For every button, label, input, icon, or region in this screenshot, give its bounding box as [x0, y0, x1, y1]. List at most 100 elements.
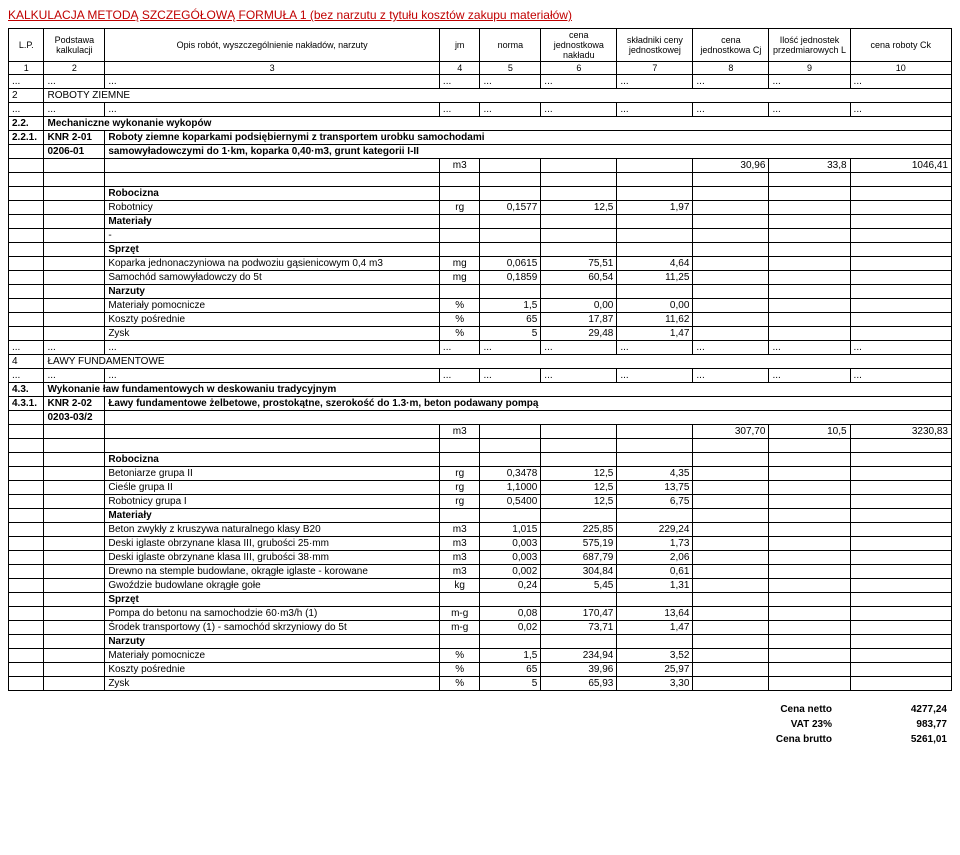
jm: rg	[439, 495, 480, 509]
cell: ...	[850, 369, 951, 383]
norma: 0,3478	[480, 467, 541, 481]
cell: ...	[480, 103, 541, 117]
sec-num: 2	[9, 89, 44, 103]
cell: ...	[693, 103, 769, 117]
row-n1b: Koszty pośrednie % 65 17,87 11,62	[9, 313, 952, 327]
norma: 0,24	[480, 579, 541, 593]
row-s1a: Koparka jednonaczyniowa na podwoziu gąsi…	[9, 257, 952, 271]
cell: ...	[617, 103, 693, 117]
cena: 29,48	[541, 327, 617, 341]
cell: ...	[850, 341, 951, 355]
cell: ...	[9, 103, 44, 117]
cell: ...	[439, 341, 480, 355]
cell: ...	[693, 369, 769, 383]
cell: ...	[9, 341, 44, 355]
desc: Zysk	[105, 677, 440, 691]
skl: 4,35	[617, 467, 693, 481]
label-sprzet: Sprzęt	[9, 243, 952, 257]
lab: Sprzęt	[105, 243, 440, 257]
cena: 12,5	[541, 201, 617, 215]
cell: ...	[105, 75, 440, 89]
cell: ...	[44, 369, 105, 383]
desc: Roboty ziemne koparkami podsiębiernymi z…	[105, 131, 952, 145]
cell: ...	[541, 341, 617, 355]
desc: Robotnicy grupa I	[105, 495, 440, 509]
sec-desc: Wykonanie ław fundamentowych w deskowani…	[44, 383, 952, 397]
skl: 3,52	[617, 649, 693, 663]
dash: -	[105, 229, 440, 243]
row-2-2-1-a: 2.2.1. KNR 2-01 Roboty ziemne koparkami …	[9, 131, 952, 145]
lab: Materiały	[105, 215, 440, 229]
col-jm: jm	[439, 29, 480, 62]
norma: 0,08	[480, 607, 541, 621]
skl: 2,06	[617, 551, 693, 565]
jm: rg	[439, 481, 480, 495]
cn-8: 8	[693, 62, 769, 75]
cena: 12,5	[541, 481, 617, 495]
cena: 12,5	[541, 467, 617, 481]
cell: ...	[693, 341, 769, 355]
desc: Beton zwykły z kruszywa naturalnego klas…	[105, 523, 440, 537]
netto-value: 4277,24	[864, 703, 950, 716]
row-dash: -	[9, 229, 952, 243]
lab: Robocizna	[105, 453, 440, 467]
sec-desc: Mechaniczne wykonanie wykopów	[44, 117, 952, 131]
dots-row: ...... ...... ...... ...... ......	[9, 75, 952, 89]
row-2-2-1-b: 0206-01 samowyładowczymi do 1·km, kopark…	[9, 145, 952, 159]
cena: 39,96	[541, 663, 617, 677]
norma: 0,002	[480, 565, 541, 579]
cena: 170,47	[541, 607, 617, 621]
skl: 0,61	[617, 565, 693, 579]
cell: ...	[105, 103, 440, 117]
skl: 4,64	[617, 257, 693, 271]
cell: ...	[105, 341, 440, 355]
jm: %	[439, 677, 480, 691]
col-basis: Podstawa kalkulacji	[44, 29, 105, 62]
col-desc: Opis robót, wyszczególnienie nakładów, n…	[105, 29, 440, 62]
norma: 0,1577	[480, 201, 541, 215]
basis: KNR 2-01	[44, 131, 105, 145]
desc: Koparka jednonaczyniowa na podwoziu gąsi…	[105, 257, 440, 271]
cell: ...	[44, 341, 105, 355]
row-n2a: Materiały pomocnicze % 1,5 234,94 3,52	[9, 649, 952, 663]
page-title: KALKULACJA METODĄ SZCZEGÓŁOWĄ FORMUŁA 1 …	[8, 8, 952, 22]
row-r2b: Cieśle grupa II rg 1,1000 12,5 13,75	[9, 481, 952, 495]
desc: Koszty pośrednie	[105, 313, 440, 327]
cell: ...	[693, 75, 769, 89]
cell: ...	[617, 341, 693, 355]
row-brutto: Cena brutto 5261,01	[10, 733, 950, 746]
row-s1b: Samochód samowyładowczy do 5t mg 0,1859 …	[9, 271, 952, 285]
lab: Narzuty	[105, 285, 440, 299]
col-components: składniki ceny jednostkowej	[617, 29, 693, 62]
jm: %	[439, 299, 480, 313]
row-4-3-1-b: 0203-03/2	[9, 411, 952, 425]
lab: Narzuty	[105, 635, 440, 649]
lab: Sprzęt	[105, 593, 440, 607]
cena: 304,84	[541, 565, 617, 579]
jm: m-g	[439, 607, 480, 621]
label-narzuty2: Narzuty	[9, 635, 952, 649]
basis: 0203-03/2	[44, 411, 105, 425]
norma: 1,5	[480, 299, 541, 313]
desc: Deski iglaste obrzynane klasa III, grubo…	[105, 537, 440, 551]
cell: ...	[541, 103, 617, 117]
desc: samowyładowczymi do 1·km, koparka 0,40·m…	[105, 145, 952, 159]
row-netto: Cena netto 4277,24	[10, 703, 950, 716]
desc: Cieśle grupa II	[105, 481, 440, 495]
sec-num: 4.3.	[9, 383, 44, 397]
section-2-2: 2.2. Mechaniczne wykonanie wykopów	[9, 117, 952, 131]
skl: 6,75	[617, 495, 693, 509]
row-2-2-1-sum: m3 30,96 33,8 1046,41	[9, 159, 952, 173]
jm: m3	[439, 537, 480, 551]
row-n1a: Materiały pomocnicze % 1,5 0,00 0,00	[9, 299, 952, 313]
cell: ...	[44, 75, 105, 89]
cell: ...	[541, 75, 617, 89]
row-r1: Robotnicy rg 0,1577 12,5 1,97	[9, 201, 952, 215]
cell: ...	[850, 75, 951, 89]
cena: 17,87	[541, 313, 617, 327]
norma: 0,1859	[480, 271, 541, 285]
jm: rg	[439, 467, 480, 481]
norma: 1,015	[480, 523, 541, 537]
ck: 1046,41	[850, 159, 951, 173]
cn-6: 6	[541, 62, 617, 75]
